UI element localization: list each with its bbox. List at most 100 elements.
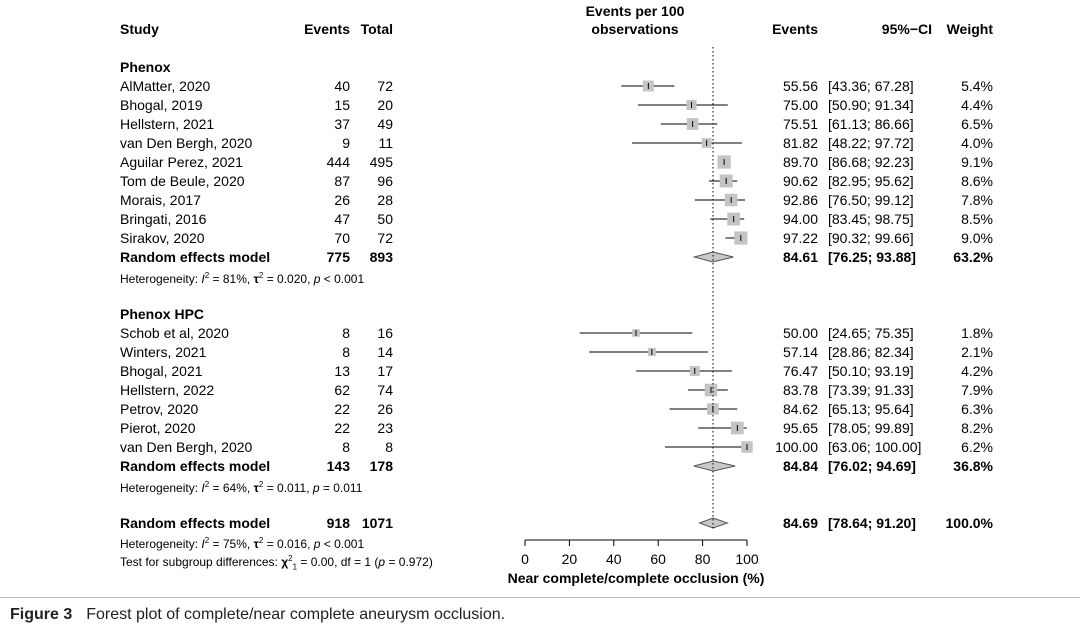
group-1-study-2-events: 15 xyxy=(334,97,350,113)
x-tick-label-100: 100 xyxy=(735,551,759,567)
group-1-study-7-ci: [76.50; 99.12] xyxy=(828,192,914,208)
header-total: Total xyxy=(360,21,393,37)
group-2-study-6-label: Pierot, 2020 xyxy=(120,420,196,436)
header-events-right: Events xyxy=(772,21,818,37)
x-tick-label-60: 60 xyxy=(650,551,666,567)
group-1-study-6-ci: [82.95; 95.62] xyxy=(828,173,914,189)
x-tick-label-0: 0 xyxy=(521,551,529,567)
group-2-study-1-total: 16 xyxy=(377,325,393,341)
figure-number: Figure 3 xyxy=(10,606,73,623)
group-2-study-3-estimate: 76.47 xyxy=(782,363,818,379)
group-2-study-6-events: 22 xyxy=(334,420,350,436)
group-1-study-3-label: Hellstern, 2021 xyxy=(120,116,215,132)
group-2-study-4-events: 62 xyxy=(334,382,350,398)
group-1-study-5-weight: 9.1% xyxy=(961,154,993,170)
overall-ci: [78.64; 91.20] xyxy=(828,515,916,531)
overall-weight: 100.0% xyxy=(945,515,993,531)
group-1-study-4-label: van Den Bergh, 2020 xyxy=(120,135,253,151)
group-1-summary-estimate: 84.61 xyxy=(782,249,818,265)
group-2-study-6-ci: [78.05; 99.89] xyxy=(828,420,914,436)
group-1-study-3-total: 49 xyxy=(377,116,393,132)
group-1-summary-weight: 63.2% xyxy=(953,249,993,265)
group-2-study-5-label: Petrov, 2020 xyxy=(120,401,199,417)
group-2-study-7-events: 8 xyxy=(342,439,350,455)
group-1-study-4-estimate: 81.82 xyxy=(782,135,818,151)
overall-label: Random effects model xyxy=(120,515,271,531)
overall-estimate: 84.69 xyxy=(782,515,818,531)
group-2-heterogeneity: Heterogeneity: I2 = 64%, τ2 = 0.011, p =… xyxy=(120,480,363,495)
header-study: Study xyxy=(120,21,159,37)
group-2-title: Phenox HPC xyxy=(120,306,205,322)
group-1-study-1-total: 72 xyxy=(377,78,393,94)
group-1-study-9-ci: [90.32; 99.66] xyxy=(828,230,914,246)
overall-heterogeneity: Heterogeneity: I2 = 75%, τ2 = 0.016, p <… xyxy=(120,536,365,551)
group-2-study-5-weight: 6.3% xyxy=(961,401,993,417)
group-1-study-5-total: 495 xyxy=(369,154,393,170)
group-1-study-6-weight: 8.6% xyxy=(961,173,993,189)
group-2-summary-weight: 36.8% xyxy=(953,458,993,474)
group-1-study-8-weight: 8.5% xyxy=(961,211,993,227)
group-1-study-3-events: 37 xyxy=(334,116,350,132)
figure-caption: Figure 3 Forest plot of complete/near com… xyxy=(10,606,505,624)
overall-diamond xyxy=(698,517,729,529)
group-2-study-1-ci: [24.65; 75.35] xyxy=(828,325,914,341)
group-2-study-7-label: van Den Bergh, 2020 xyxy=(120,439,253,455)
group-2-study-5-estimate: 84.62 xyxy=(782,401,818,417)
group-1-study-8-label: Bringati, 2016 xyxy=(120,211,207,227)
group-1-summary-diamond xyxy=(692,251,734,263)
group-2-study-2-weight: 2.1% xyxy=(961,344,993,360)
group-1-study-2-total: 20 xyxy=(377,97,393,113)
overall-events: 918 xyxy=(326,515,350,531)
group-2-study-2-events: 8 xyxy=(342,344,350,360)
group-1-study-5-events: 444 xyxy=(326,154,350,170)
group-1-study-5-label: Aguilar Perez, 2021 xyxy=(120,154,243,170)
group-1-study-2-estimate: 75.00 xyxy=(782,97,818,113)
group-1-study-8-ci: [83.45; 98.75] xyxy=(828,211,914,227)
header-weight: Weight xyxy=(946,21,993,37)
group-2-study-7-total: 8 xyxy=(385,439,393,455)
group-2-study-3-ci: [50.10; 93.19] xyxy=(828,363,914,379)
group-1-study-4-ci: [48.22; 97.72] xyxy=(828,135,914,151)
group-2-study-5-events: 22 xyxy=(334,401,350,417)
group-2-study-3-label: Bhogal, 2021 xyxy=(120,363,203,379)
header-plot-line1: Events per 100 xyxy=(585,3,685,19)
group-2-summary-total: 178 xyxy=(369,458,393,474)
group-2-summary-ci: [76.02; 94.69] xyxy=(828,458,916,474)
group-1-study-5-ci: [86.68; 92.23] xyxy=(828,154,914,170)
group-2-study-3-total: 17 xyxy=(377,363,393,379)
group-2-study-7-ci: [63.06; 100.00] xyxy=(828,439,922,455)
group-2-study-1-estimate: 50.00 xyxy=(782,325,818,341)
group-1-study-6-label: Tom de Beule, 2020 xyxy=(120,173,245,189)
group-1-title: Phenox xyxy=(120,59,171,75)
x-tick-label-80: 80 xyxy=(694,551,711,567)
group-1-study-7-estimate: 92.86 xyxy=(782,192,818,208)
group-1-study-3-ci: [61.13; 86.66] xyxy=(828,116,914,132)
group-2-summary-events: 143 xyxy=(326,458,350,474)
forest-plot-svg xyxy=(524,47,753,546)
group-1-study-6-events: 87 xyxy=(334,173,350,189)
group-1-study-7-label: Morais, 2017 xyxy=(120,192,201,208)
group-1-summary-total: 893 xyxy=(369,249,393,265)
group-1-study-1-label: AlMatter, 2020 xyxy=(120,78,211,94)
group-2-study-4-total: 74 xyxy=(377,382,393,398)
header-plot-line2: observations xyxy=(591,21,679,37)
subgroup-test: Test for subgroup differences: χ21 = 0.0… xyxy=(120,554,433,572)
group-1-study-9-label: Sirakov, 2020 xyxy=(120,230,205,246)
x-axis-title: Near complete/complete occlusion (%) xyxy=(507,570,765,586)
group-2-study-6-estimate: 95.65 xyxy=(782,420,818,436)
group-1-study-4-events: 9 xyxy=(342,135,350,151)
group-1-study-8-total: 50 xyxy=(377,211,393,227)
header-ci: 95%−CI xyxy=(881,21,932,37)
group-2-study-1-weight: 1.8% xyxy=(961,325,993,341)
group-1-study-3-estimate: 75.51 xyxy=(782,116,818,132)
group-2-study-4-weight: 7.9% xyxy=(961,382,993,398)
x-tick-label-40: 40 xyxy=(606,551,622,567)
group-2-summary-label: Random effects model xyxy=(120,458,271,474)
group-1-study-1-events: 40 xyxy=(334,78,350,94)
group-1-study-9-estimate: 97.22 xyxy=(782,230,818,246)
group-2-study-4-ci: [73.39; 91.33] xyxy=(828,382,914,398)
group-1-study-6-estimate: 90.62 xyxy=(782,173,818,189)
group-1-study-9-weight: 9.0% xyxy=(961,230,993,246)
group-1-study-3-weight: 6.5% xyxy=(961,116,993,132)
group-2-study-6-weight: 8.2% xyxy=(961,420,993,436)
